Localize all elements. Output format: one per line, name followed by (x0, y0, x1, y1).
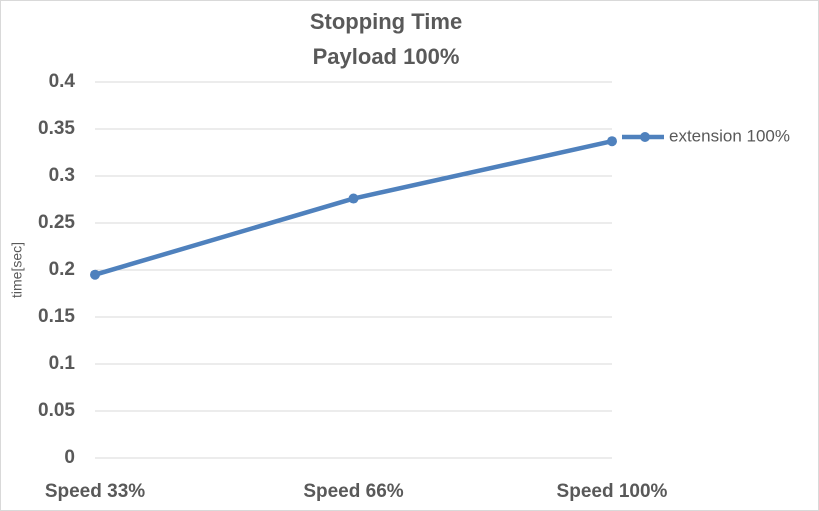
chart-subtitle: Payload 100% (313, 44, 460, 69)
legend-label: extension 100% (669, 126, 790, 145)
x-tick-label: Speed 66% (303, 481, 403, 502)
y-axis-label: time[sec] (9, 242, 25, 298)
y-tick-label: 0.1 (49, 353, 76, 374)
y-tick-label: 0.25 (38, 212, 75, 233)
chart-title: Stopping Time (310, 9, 462, 34)
y-tick-label: 0.15 (38, 306, 75, 327)
legend-marker (640, 132, 650, 142)
y-tick-label: 0 (64, 447, 75, 468)
point (607, 136, 617, 147)
x-tick-label: Speed 100% (557, 481, 668, 502)
y-tick-label: 0.3 (49, 165, 75, 186)
x-tick-label: Speed 33% (45, 481, 145, 502)
point (348, 193, 359, 204)
y-tick-label: 0.05 (38, 400, 75, 421)
y-tick-label: 0.35 (38, 118, 75, 139)
y-tick-label: 0.2 (49, 259, 75, 280)
point (90, 269, 100, 280)
y-tick-label: 0.4 (49, 71, 76, 92)
